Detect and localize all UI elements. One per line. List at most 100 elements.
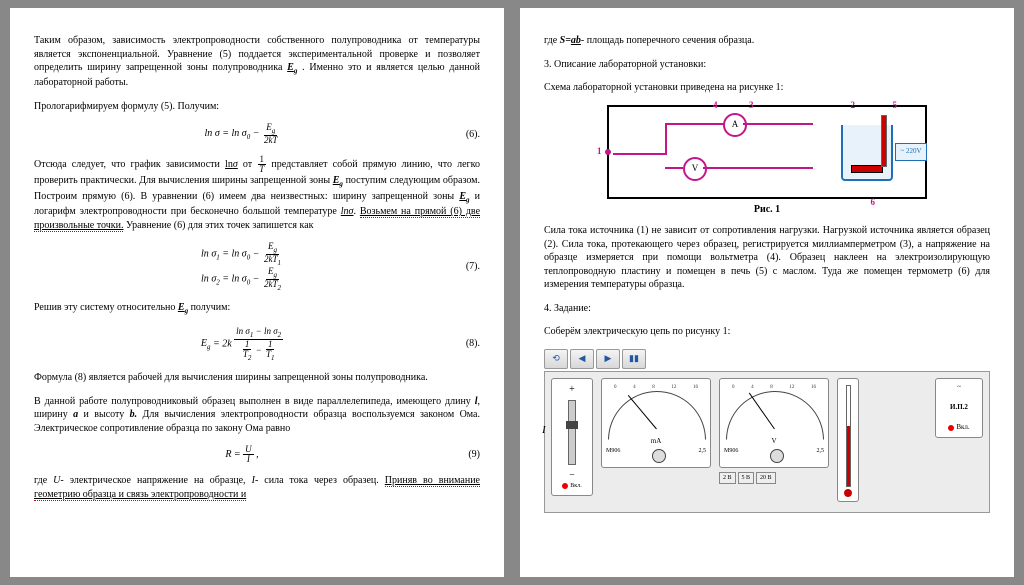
t: Отсюда следует, что график зависимости xyxy=(34,159,225,170)
on-led xyxy=(562,483,568,489)
eq-num: (9) xyxy=(450,448,480,462)
power-source: ~ 220V xyxy=(895,143,927,161)
I-label: I xyxy=(542,423,546,438)
label-4: 4 xyxy=(713,99,718,111)
label-3: 3 xyxy=(749,99,754,111)
ticks: 0481216 xyxy=(608,385,704,392)
beaker xyxy=(841,125,893,181)
wire xyxy=(665,167,683,169)
on-label: Вкл. xyxy=(570,482,581,490)
para-solve: Решив эту систему относительно Eg получи… xyxy=(34,301,480,316)
schematic-box: 1 A 4 3 V 2 5 6 ~ 220V xyxy=(607,105,927,199)
range-5v[interactable]: 5 В xyxy=(738,472,755,484)
lnsigma: lnσ xyxy=(225,159,238,170)
voltmeter-block: 0481216 V M9062,5 2 В 5 В 20 В xyxy=(719,378,829,484)
thermometer-bulb xyxy=(844,489,852,497)
heading-3: 3. Описание лабораторной установки: xyxy=(544,58,990,72)
one-over-t: 1T xyxy=(257,155,266,174)
model: M906 xyxy=(724,447,738,463)
eq-body: R = UI , xyxy=(34,445,450,464)
eq-body: ln σ = ln σ0 − Eg2kT xyxy=(34,123,450,145)
t: - электрическое напряжение на образце, xyxy=(60,475,251,486)
t: - площадь поперечного сечения образца. xyxy=(581,35,754,46)
milliammeter[interactable]: 0481216 mA M9062,5 xyxy=(601,378,711,468)
simulator-canvas[interactable]: I + − Вкл. 0481216 mA M9062,5 0481216 xyxy=(544,371,990,513)
label-6: 6 xyxy=(871,196,876,208)
zero-knob[interactable] xyxy=(770,449,784,463)
plus-terminal: + xyxy=(569,383,575,397)
ammeter: A xyxy=(723,113,747,137)
para-S: где S=ab- площадь поперечного сечения об… xyxy=(544,34,990,48)
range-2v[interactable]: 2 В xyxy=(719,472,736,484)
psu-name: И.П.2 xyxy=(940,403,978,412)
eq-body: ln σ1 = ln σ0 − Eg2kT1 ln σ2 = ln σ0 − E… xyxy=(34,242,450,291)
sym-S: S=ab xyxy=(560,35,581,46)
on-led xyxy=(948,425,954,431)
power-supply[interactable]: ~ И.П.2 Вкл. xyxy=(935,378,983,438)
eq-num: (8). xyxy=(450,337,480,351)
thermometer-device[interactable] xyxy=(837,378,859,502)
zero-knob[interactable] xyxy=(652,449,666,463)
wire xyxy=(613,153,667,155)
reset-button[interactable]: ⟲ xyxy=(544,349,568,369)
label-2: 2 xyxy=(851,99,856,111)
pause-button[interactable]: ▮▮ xyxy=(622,349,646,369)
t: где xyxy=(544,35,560,46)
wire xyxy=(703,167,813,169)
minus-terminal: − xyxy=(569,469,575,483)
symbol-eg: Eg xyxy=(333,175,343,186)
wire xyxy=(665,123,667,155)
para-description: Сила тока источника (1) не зависит от со… xyxy=(544,224,990,292)
eq-body: Eg = 2k ln σ1 − ln σ21T2 − 1T1 xyxy=(34,327,450,362)
psu-col: ~ И.П.2 Вкл. xyxy=(935,378,983,438)
t: - сила тока через образец. xyxy=(255,475,385,486)
gauge: 0481216 xyxy=(726,383,822,436)
eq-num: (6). xyxy=(450,128,480,142)
gauge: 0481216 xyxy=(608,383,704,436)
para-task: Соберём электрическую цепь по рисунку 1: xyxy=(544,325,990,339)
eq-num: (7). xyxy=(450,260,480,274)
equation-8: Eg = 2k ln σ1 − ln σ21T2 − 1T1 (8). xyxy=(34,327,480,362)
lnsigma0: lnσ xyxy=(341,206,354,217)
wire xyxy=(743,123,813,125)
para-intro: Таким образом, зависимость электропровод… xyxy=(34,34,480,90)
sw: 2,5 xyxy=(699,447,707,463)
volt-label: V xyxy=(692,162,699,174)
equation-6: ln σ = ln σ0 − Eg2kT (6). xyxy=(34,123,480,145)
sample-heater xyxy=(851,165,883,173)
symbol-eg: Eg xyxy=(459,191,469,202)
voltmeter: V xyxy=(683,157,707,181)
current-source[interactable]: I + − Вкл. xyxy=(551,378,593,496)
t: Решив эту систему относительно xyxy=(34,302,178,313)
step-fwd-button[interactable]: ▶ xyxy=(596,349,620,369)
para-scheme: Схема лабораторной установки приведена н… xyxy=(544,81,990,95)
heading-4: 4. Задание: xyxy=(544,302,990,316)
thermometer-tube xyxy=(846,385,851,487)
para-log: Прологарифмируем формулу (5). Получим: xyxy=(34,100,480,114)
symbol-eg: Eg xyxy=(287,62,297,73)
t: от xyxy=(238,159,258,170)
amp-label: A xyxy=(732,118,739,130)
figure-caption: Рис. 1 xyxy=(607,203,927,217)
voltmeter-device[interactable]: 0481216 V M9062,5 xyxy=(719,378,829,468)
tilde: ~ xyxy=(940,383,978,392)
t: и высоту xyxy=(78,409,130,420)
range-selector: 2 В 5 В 20 В xyxy=(719,472,829,484)
slider-handle[interactable] xyxy=(566,421,578,429)
schematic-figure: 1 A 4 3 V 2 5 6 ~ 220V Рис. 1 xyxy=(607,105,927,217)
step-back-button[interactable]: ◀ xyxy=(570,349,594,369)
t: где xyxy=(34,475,53,486)
t: . xyxy=(353,206,359,217)
para-formula8: Формула (8) является рабочей для вычисле… xyxy=(34,371,480,385)
para-sample: В данной работе полупроводниковый образе… xyxy=(34,395,480,436)
equation-7: ln σ1 = ln σ0 − Eg2kT1 ln σ2 = ln σ0 − E… xyxy=(34,242,480,291)
wire xyxy=(665,123,725,125)
on-label: Вкл. xyxy=(956,423,969,432)
label-5: 5 xyxy=(893,99,898,111)
model: M906 xyxy=(606,447,620,463)
sw: 2,5 xyxy=(817,447,825,463)
range-20v[interactable]: 20 В xyxy=(756,472,776,484)
t: В данной работе полупроводниковый образе… xyxy=(34,396,475,407)
current-slider[interactable] xyxy=(568,400,576,465)
left-page: Таким образом, зависимость электропровод… xyxy=(10,8,504,577)
